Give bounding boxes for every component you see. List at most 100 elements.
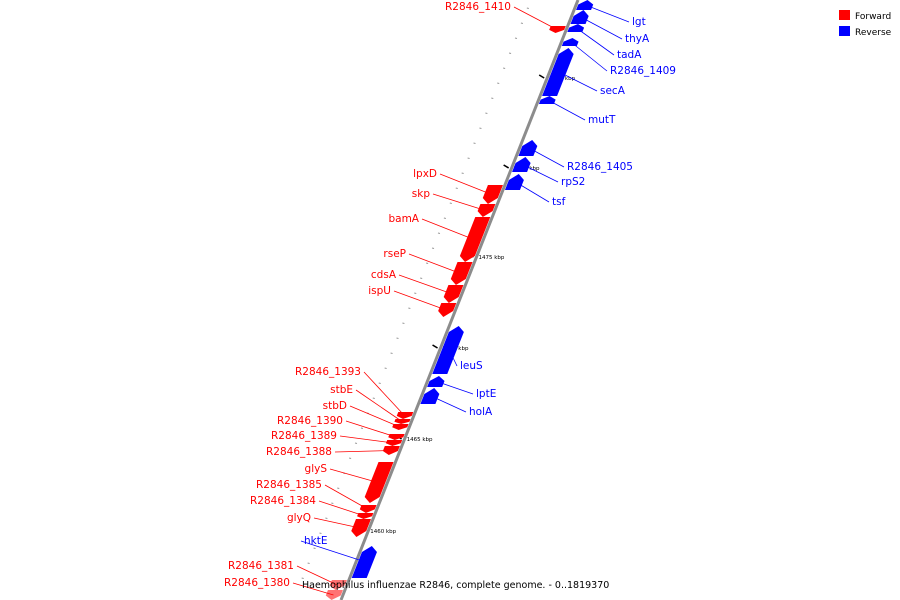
gene-arrow-R2846_1393[interactable]	[396, 412, 414, 419]
gene-arrow-tsf[interactable]	[504, 174, 524, 190]
gene-arrow-stbE[interactable]	[394, 419, 411, 424]
gene-arrow-R2846_1381[interactable]	[329, 580, 347, 590]
gene-leader-line	[345, 420, 397, 438]
gene-arrow-rseP[interactable]	[450, 262, 473, 285]
gene-label-ispU[interactable]: ispU	[368, 285, 391, 297]
gene-label-R2846_1381[interactable]: R2846_1381	[228, 560, 294, 572]
minor-tick	[348, 457, 352, 459]
gene-arrow-glyS[interactable]	[364, 462, 394, 503]
major-tick	[538, 74, 545, 79]
minor-tick	[378, 382, 381, 384]
gene-arrow-lpxD[interactable]	[482, 185, 503, 204]
gene-arrow-glyQ[interactable]	[351, 519, 371, 537]
gene-label-R2846_1388[interactable]: R2846_1388	[266, 446, 332, 458]
major-tick	[503, 164, 510, 169]
gene-arrow-tadA[interactable]	[567, 24, 585, 32]
gene-arrow-skp[interactable]	[477, 204, 496, 217]
gene-arrow-R2846_1409[interactable]	[561, 38, 579, 46]
gene-label-lptE[interactable]: lptE	[476, 388, 496, 400]
gene-arrow-ispU[interactable]	[438, 303, 457, 317]
minor-tick	[319, 532, 322, 534]
gene-label-R2846_1405[interactable]: R2846_1405	[567, 161, 633, 173]
minor-tick	[313, 547, 316, 549]
gene-label-R2846_1390[interactable]: R2846_1390	[277, 415, 343, 427]
gene-leader-line	[558, 71, 598, 92]
gene-arrow-holA[interactable]	[420, 388, 440, 404]
gene-label-stbD[interactable]: stbD	[323, 400, 347, 412]
gene-arrow-leuS[interactable]	[432, 326, 464, 374]
gene-leader-line	[355, 389, 403, 422]
gene-leader-line	[576, 27, 615, 56]
gene-leader-line	[448, 349, 458, 367]
gene-arrow-R2846_1389[interactable]	[385, 440, 403, 446]
gene-label-R2846_1393[interactable]: R2846_1393	[295, 366, 361, 378]
gene-label-R2846_1380[interactable]: R2846_1380	[224, 577, 290, 589]
gene-label-R2846_1409[interactable]: R2846_1409	[610, 65, 676, 77]
gene-label-glyQ[interactable]: glyQ	[287, 512, 311, 524]
minor-tick	[301, 577, 304, 579]
gene-label-rseP[interactable]: rseP	[383, 248, 406, 260]
gene-label-R2846_1389[interactable]: R2846_1389	[271, 430, 337, 442]
minor-tick	[390, 352, 393, 354]
gene-label-stbE[interactable]: stbE	[330, 384, 353, 396]
major-tick	[432, 344, 438, 349]
legend: Forward Reverse	[839, 10, 892, 38]
minor-tick	[437, 232, 441, 234]
genome-title: Haemophilus influenzae R2846, complete g…	[302, 580, 609, 591]
gene-label-tadA[interactable]: tadA	[617, 49, 642, 61]
gene-arrow-lgt[interactable]	[576, 0, 594, 10]
minor-tick	[461, 172, 464, 174]
gene-label-thyA[interactable]: thyA	[625, 33, 650, 45]
gene-leader-line	[432, 193, 486, 211]
gene-leader-line	[398, 274, 453, 295]
gene-arrow-cdsA[interactable]	[443, 285, 464, 303]
gene-leader-line	[430, 395, 467, 413]
gene-layer	[325, 0, 594, 600]
gene-arrow-rpS2[interactable]	[512, 157, 531, 172]
gene-arrow-thyA[interactable]	[570, 10, 589, 24]
minor-tick	[402, 322, 405, 324]
gene-label-mutT[interactable]: mutT	[588, 114, 616, 126]
minor-tick	[331, 502, 334, 504]
gene-label-skp[interactable]: skp	[412, 188, 431, 200]
gene-label-hktE[interactable]: hktE	[304, 535, 328, 547]
gene-leader-line	[570, 41, 608, 72]
gene-label-leuS[interactable]: leuS	[460, 360, 483, 372]
gene-label-glyS[interactable]: glyS	[305, 463, 328, 475]
gene-label-lgt[interactable]: lgt	[632, 16, 646, 28]
gene-label-secA[interactable]: secA	[600, 85, 626, 97]
gene-label-cdsA[interactable]: cdsA	[371, 269, 397, 281]
genome-backbone	[339, 0, 580, 600]
gene-leader-line	[296, 565, 338, 586]
gene-arrow-bamA[interactable]	[459, 217, 491, 262]
gene-arrow-R2846_1388[interactable]	[382, 446, 400, 455]
minor-tick	[384, 367, 387, 369]
gene-leader-line	[324, 484, 368, 510]
minor-tick	[479, 127, 482, 129]
gene-label-tsf[interactable]: tsf	[552, 196, 566, 208]
gene-arrow-R2846_1380[interactable]	[325, 590, 343, 600]
gene-label-holA[interactable]: holA	[469, 406, 493, 418]
gene-arrow-lptE[interactable]	[427, 376, 445, 387]
minor-tick	[396, 337, 399, 339]
gene-arrow-R2846_1405[interactable]	[518, 140, 538, 156]
gene-arrow-secA[interactable]	[542, 48, 574, 96]
gene-label-rpS2[interactable]: rpS2	[561, 176, 585, 188]
minor-tick	[473, 142, 476, 144]
gene-label-R2846_1385[interactable]: R2846_1385	[256, 479, 322, 491]
gene-label-R2846_1410[interactable]: R2846_1410	[445, 1, 511, 13]
gene-label-bamA[interactable]: bamA	[388, 213, 419, 225]
minor-tick	[307, 562, 310, 564]
gene-label-lpxD[interactable]: lpxD	[413, 168, 437, 180]
gene-arrow-R2846_1390[interactable]	[388, 434, 405, 440]
gene-leader-line	[436, 381, 474, 395]
gene-label-R2846_1384[interactable]: R2846_1384	[250, 495, 316, 507]
minor-tick	[443, 217, 447, 219]
gene-leader-line	[547, 99, 586, 121]
minor-tick	[514, 37, 518, 39]
minor-tick	[497, 82, 500, 84]
minor-tick	[420, 277, 423, 279]
